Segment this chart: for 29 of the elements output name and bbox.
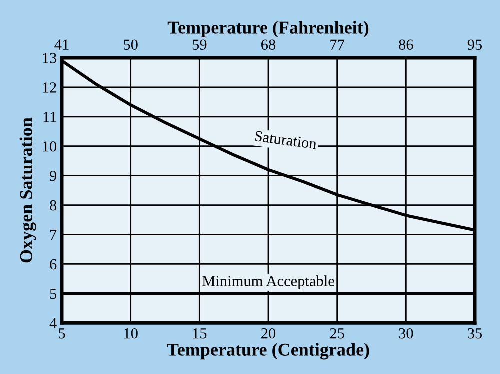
x-tick-label: 25 xyxy=(330,328,344,339)
x-tick-label: 5 xyxy=(59,328,66,339)
x2-axis-title: Temperature (Fahrenheit) xyxy=(168,21,369,38)
y-tick-label: 10 xyxy=(43,142,57,152)
x2-tick-label: 59 xyxy=(192,40,207,50)
y-tick-label: 6 xyxy=(50,259,57,270)
y-tick-label: 9 xyxy=(50,171,57,182)
text: Saturation xyxy=(254,130,318,150)
ref-line-label: Minimum Acceptable xyxy=(202,276,334,290)
x2-tick-label: 41 xyxy=(54,40,69,50)
y-tick-label: 13 xyxy=(43,53,57,64)
y-tick-label: 7 xyxy=(50,230,57,240)
y-tick-label: 8 xyxy=(50,200,57,211)
y-tick-label: 11 xyxy=(44,112,56,122)
y-tick-label: 5 xyxy=(50,288,57,300)
y-tick-label: 4 xyxy=(50,318,57,328)
x-axis-title: Temperature (Centigrade) xyxy=(167,343,370,360)
x-tick-label: 20 xyxy=(262,328,276,339)
x2-tick-label: 50 xyxy=(124,40,138,50)
x2-tick-label: 77 xyxy=(330,40,345,50)
y-axis-title: Oxygen Saturation xyxy=(20,118,36,263)
x2-tick-label: 95 xyxy=(468,40,482,50)
x-tick-label: 15 xyxy=(193,328,207,339)
x-tick-label: 10 xyxy=(124,328,138,339)
y-tick-label: 12 xyxy=(43,82,56,93)
x-tick-label: 35 xyxy=(468,328,482,339)
x2-tick-label: 68 xyxy=(262,40,276,50)
x2-tick-label: 86 xyxy=(399,40,414,50)
x-tick-label: 30 xyxy=(399,328,414,339)
